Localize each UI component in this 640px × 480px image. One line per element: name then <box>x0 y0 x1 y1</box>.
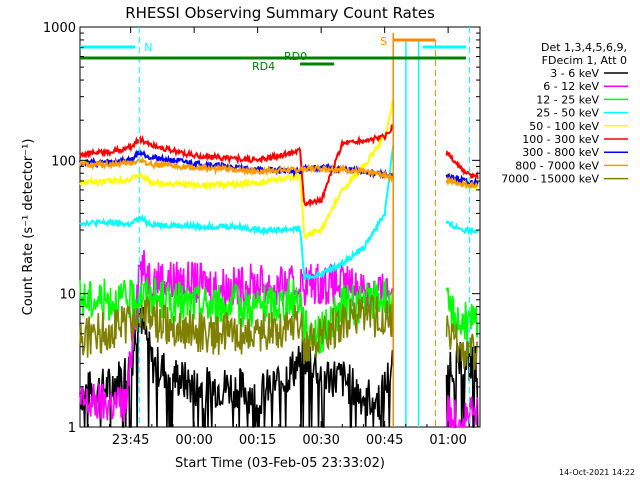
legend-label-3: 25 - 50 keV <box>536 107 599 120</box>
legend-header-line-2: FDecim 1, Att 0 <box>542 54 627 67</box>
rd0-label: RD0 <box>284 50 307 63</box>
legend-label-5: 100 - 300 keV <box>522 133 599 146</box>
annotation-bars-layer: N S RD0 RD4 <box>80 27 470 427</box>
legend-label-2: 12 - 25 keV <box>536 93 599 106</box>
legend-label-6: 300 - 800 keV <box>522 146 599 159</box>
y-tick-label-1: 10 <box>59 288 76 303</box>
series-layer <box>79 99 479 429</box>
x-tick-label-1: 00:00 <box>175 433 212 448</box>
series-line-3 <box>79 145 479 281</box>
y-axis-label: Count Rate (s⁻¹ detector⁻¹) <box>21 139 36 316</box>
series-line-1 <box>79 250 479 429</box>
legend-label-1: 6 - 12 keV <box>543 80 599 93</box>
series-line-7 <box>79 156 479 190</box>
x-tick-label-3: 00:30 <box>302 433 339 448</box>
plot-area <box>79 26 481 428</box>
x-axis-label: Start Time (03-Feb-05 23:33:02) <box>175 456 385 471</box>
saa-label: S <box>380 35 387 48</box>
y-tick-label-2: 100 <box>51 154 76 169</box>
chart-title: RHESSI Observing Summary Count Rates <box>125 4 435 22</box>
x-tick-label-2: 00:15 <box>239 433 276 448</box>
legend-label-4: 50 - 100 keV <box>529 120 599 133</box>
rd4-label: RD4 <box>252 60 275 73</box>
axis-layer: 23:45 00:00 00:15 00:30 00:45 01:00 1 10 100 1000 <box>43 21 480 448</box>
legend-header-line-1: Det 1,3,4,5,6,9, <box>541 41 627 54</box>
legend-label-0: 3 - 6 keV <box>550 67 599 80</box>
night-label: N <box>144 41 152 54</box>
series-line-8 <box>79 294 479 371</box>
series-line-0 <box>79 306 479 428</box>
legend-label-8: 7000 - 15000 keV <box>501 173 599 186</box>
y-tick-label-0: 1 <box>68 421 76 436</box>
timestamp-footer: 14-Oct-2021 14:22 <box>559 468 635 477</box>
legend-label-7: 800 - 7000 keV <box>515 159 599 172</box>
x-tick-label-4: 00:45 <box>366 433 403 448</box>
y-tick-label-3: 1000 <box>43 21 76 36</box>
series-line-5 <box>79 123 479 208</box>
x-tick-label-5: 01:00 <box>429 433 466 448</box>
x-tick-label-0: 23:45 <box>112 433 149 448</box>
